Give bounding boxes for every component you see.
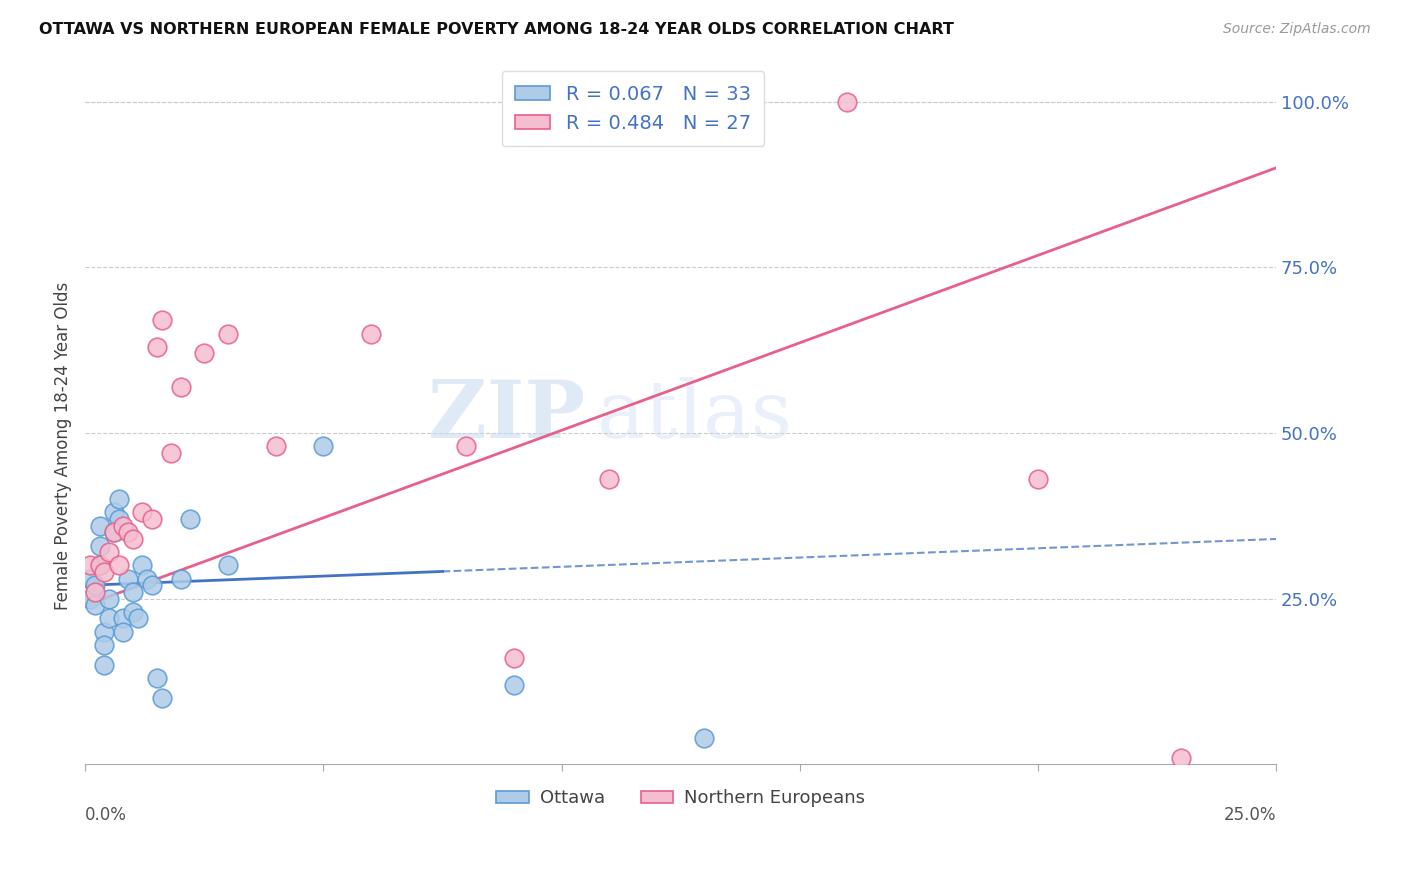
Text: OTTAWA VS NORTHERN EUROPEAN FEMALE POVERTY AMONG 18-24 YEAR OLDS CORRELATION CHA: OTTAWA VS NORTHERN EUROPEAN FEMALE POVER…: [39, 22, 955, 37]
Point: [93, 638, 115, 652]
Point: [79, 591, 101, 606]
Point: [127, 611, 149, 625]
Point: [103, 506, 125, 520]
Point: [98, 591, 121, 606]
Point: [131, 506, 153, 520]
Point: [107, 558, 129, 573]
Point: [93, 565, 115, 579]
Point: [98, 545, 121, 559]
Point: [1026, 472, 1049, 486]
Point: [83, 599, 105, 613]
Point: [598, 472, 620, 486]
Point: [141, 578, 163, 592]
Point: [217, 558, 239, 573]
Point: [112, 518, 135, 533]
Point: [837, 95, 859, 109]
Point: [89, 518, 111, 533]
Point: [112, 624, 135, 639]
Point: [107, 512, 129, 526]
Point: [98, 611, 121, 625]
Point: [93, 657, 115, 672]
Point: [169, 572, 191, 586]
Point: [264, 439, 287, 453]
Point: [160, 446, 183, 460]
Point: [131, 558, 153, 573]
Point: [117, 525, 139, 540]
Text: 0.0%: 0.0%: [86, 806, 127, 824]
Text: Source: ZipAtlas.com: Source: ZipAtlas.com: [1223, 22, 1371, 37]
Text: atlas: atlas: [598, 377, 793, 456]
Text: 25.0%: 25.0%: [1223, 806, 1277, 824]
Point: [112, 611, 135, 625]
Text: ZIP: ZIP: [429, 377, 585, 456]
Text: Female Poverty Among 18-24 Year Olds: Female Poverty Among 18-24 Year Olds: [55, 282, 72, 610]
Point: [217, 326, 239, 341]
Point: [117, 572, 139, 586]
Point: [150, 691, 173, 706]
Point: [150, 313, 173, 327]
Point: [693, 731, 716, 745]
Point: [193, 346, 215, 360]
Point: [107, 492, 129, 507]
Point: [741, 128, 763, 142]
Point: [89, 539, 111, 553]
Point: [89, 558, 111, 573]
Point: [136, 572, 159, 586]
Legend: Ottawa, Northern Europeans: Ottawa, Northern Europeans: [489, 782, 872, 814]
Point: [83, 578, 105, 592]
Point: [122, 532, 145, 546]
Point: [83, 585, 105, 599]
Point: [145, 671, 167, 685]
Point: [89, 558, 111, 573]
Point: [79, 558, 101, 573]
Point: [79, 572, 101, 586]
Point: [503, 651, 526, 665]
Point: [141, 512, 163, 526]
Point: [103, 525, 125, 540]
Point: [179, 512, 201, 526]
Point: [312, 439, 335, 453]
Point: [169, 379, 191, 393]
Point: [1170, 750, 1192, 764]
Point: [103, 525, 125, 540]
Point: [503, 678, 526, 692]
Point: [122, 605, 145, 619]
Point: [93, 624, 115, 639]
Point: [360, 326, 382, 341]
Point: [145, 340, 167, 354]
Point: [456, 439, 478, 453]
Point: [122, 585, 145, 599]
